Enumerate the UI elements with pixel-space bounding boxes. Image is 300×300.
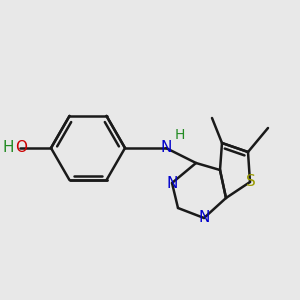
Text: N: N — [160, 140, 172, 155]
Text: O: O — [15, 140, 27, 155]
Text: N: N — [166, 176, 178, 190]
Text: H: H — [175, 128, 185, 142]
Text: N: N — [198, 211, 210, 226]
Text: S: S — [246, 175, 256, 190]
Text: H: H — [2, 140, 14, 155]
